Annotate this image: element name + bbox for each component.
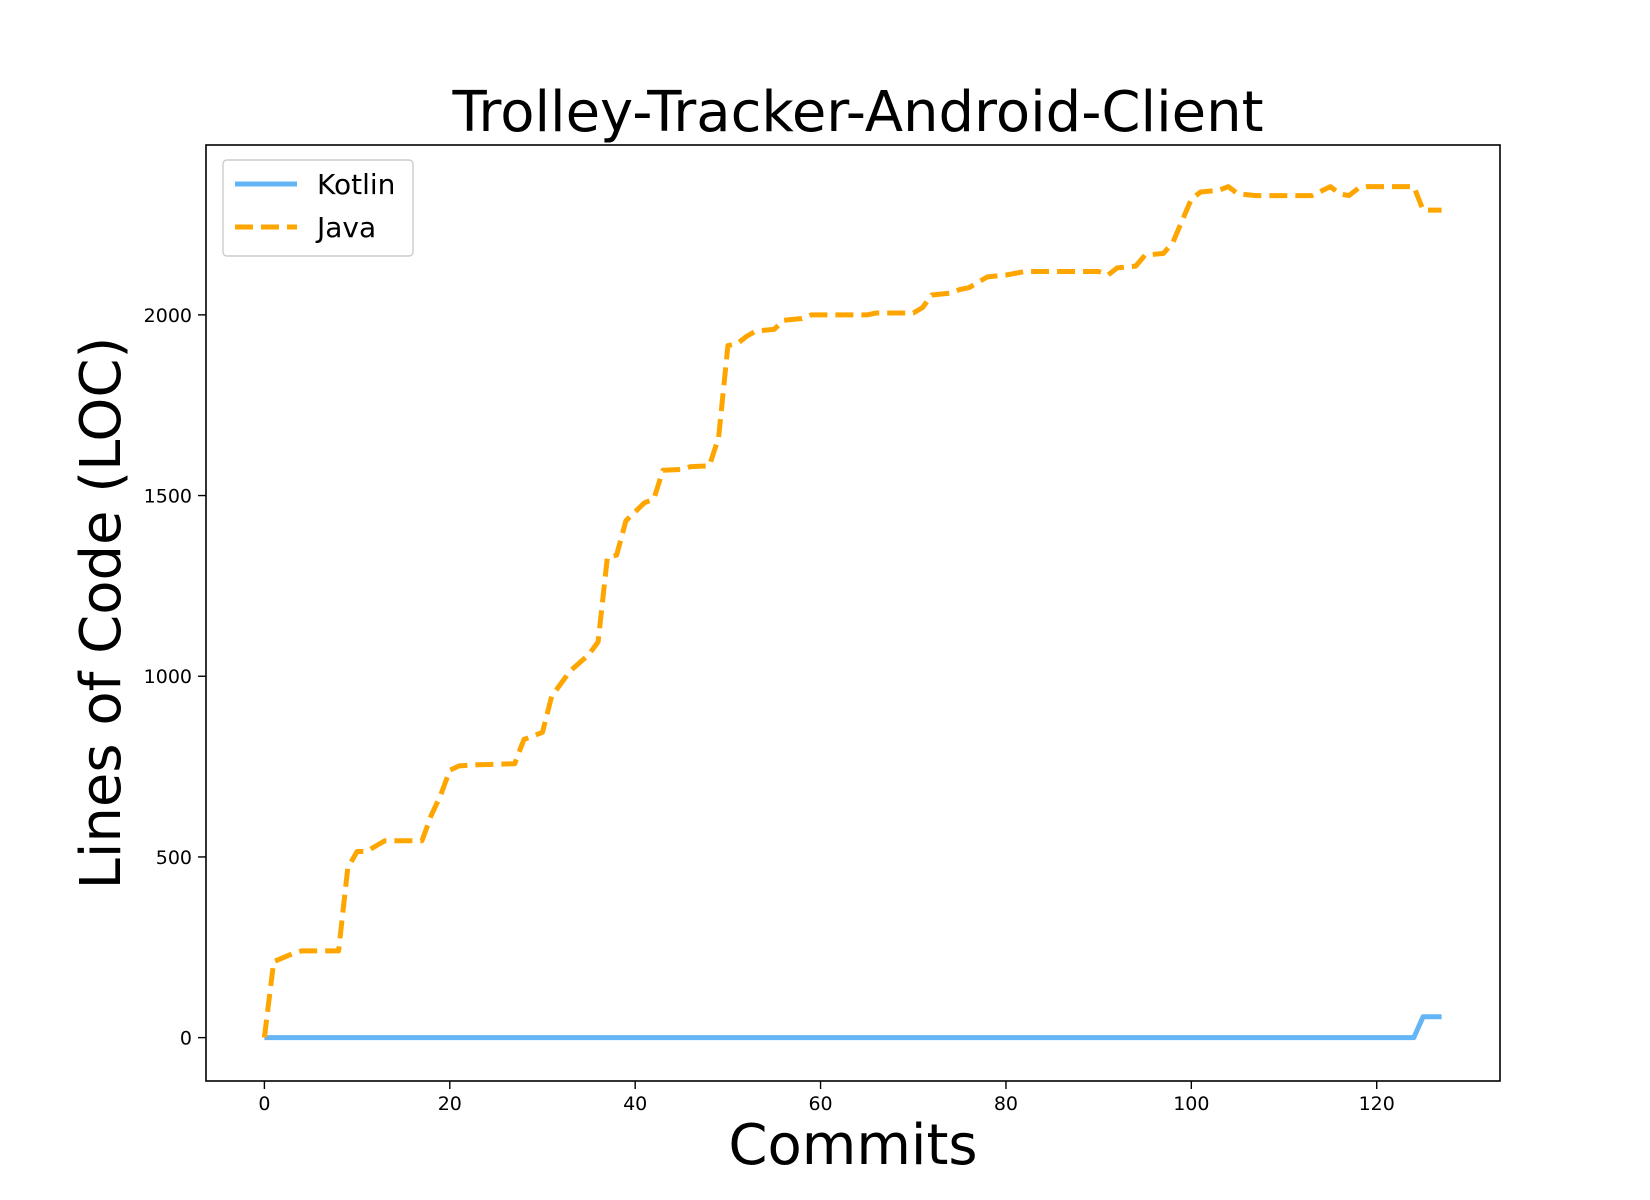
- y-tick-label: 0: [180, 1028, 192, 1050]
- plot-area: [261, 184, 1442, 1041]
- legend: Kotlin Java: [222, 159, 414, 257]
- x-tick-label: 60: [808, 1093, 832, 1115]
- x-tick-label: 120: [1359, 1093, 1395, 1115]
- x-tick-label: 100: [1173, 1093, 1209, 1115]
- series-line-java: [261, 184, 1442, 1038]
- x-tick-label: 0: [258, 1093, 270, 1115]
- y-axis-label: Lines of Code (LOC): [69, 337, 134, 890]
- x-axis: 0 20 40 60 80 100 120: [258, 1081, 1395, 1115]
- x-tick-label: 20: [438, 1093, 462, 1115]
- y-tick-label: 500: [156, 847, 192, 869]
- x-axis-label: Commits: [728, 1113, 977, 1178]
- y-axis: 0 500 1000 1500 2000: [144, 305, 206, 1050]
- legend-kotlin-label: Kotlin: [317, 168, 395, 201]
- x-tick-label: 80: [994, 1093, 1018, 1115]
- plot-frame: [205, 144, 1501, 1082]
- legend-java-label: Java: [315, 211, 376, 244]
- chart-title: Trolley-Tracker-Android-Client: [451, 80, 1263, 145]
- x-tick-label: 40: [623, 1093, 647, 1115]
- y-tick-label: 1000: [144, 666, 192, 688]
- series-line-kotlin: [264, 1014, 1442, 1041]
- y-tick-label: 1500: [144, 486, 192, 508]
- y-tick-label: 2000: [144, 305, 192, 327]
